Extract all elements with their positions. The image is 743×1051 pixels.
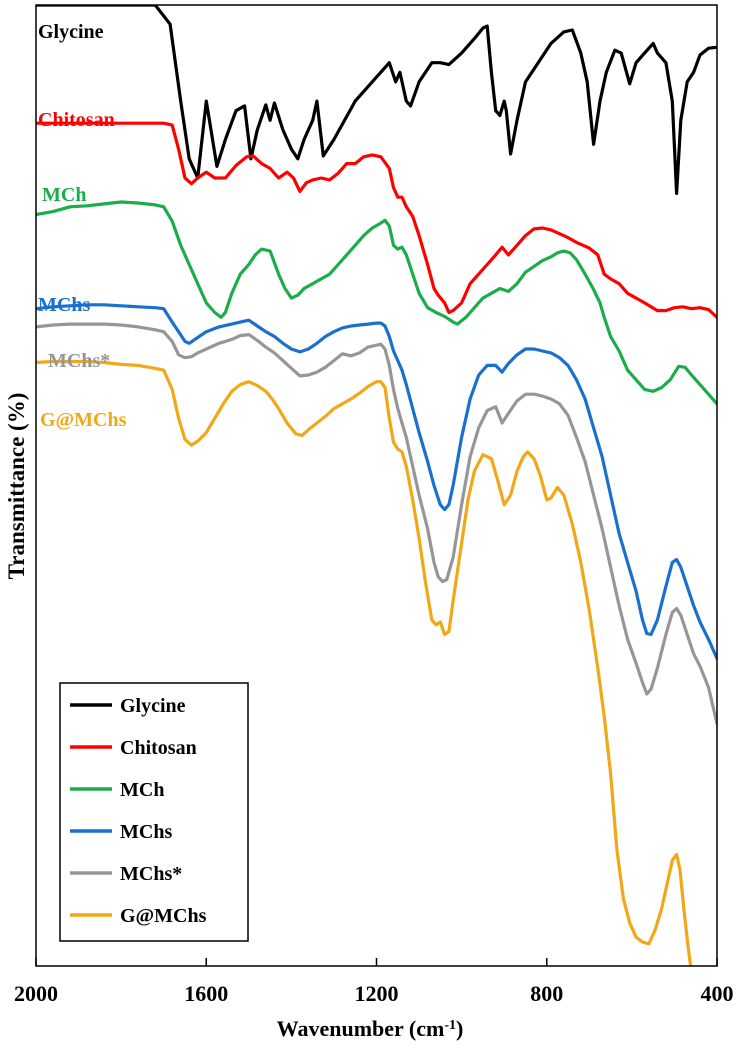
curve-label-chitosan: Chitosan — [38, 109, 115, 131]
x-tick-label-400: 400 — [701, 981, 734, 1006]
x-axis-label-superscript: -1 — [444, 1018, 456, 1033]
legend-item-mchs: MChs* — [70, 863, 182, 885]
legend-label: MChs — [120, 821, 172, 843]
series-line-glycine — [36, 5, 717, 195]
legend-item-mch: MCh — [70, 779, 164, 801]
x-tick-label-1600: 1600 — [184, 981, 228, 1006]
x-axis-label-main: Wavenumber (cm — [277, 1016, 445, 1041]
series-line-mchs — [36, 322, 717, 726]
series-line-mch — [36, 200, 717, 406]
legend-label: MCh — [120, 779, 164, 801]
legend-items: Glycine Chitosan MCh MChs MChs* G@MChs — [70, 695, 207, 927]
series-line-mchs — [36, 303, 717, 661]
legend: Glycine Chitosan MCh MChs MChs* G@MChs — [59, 682, 249, 942]
legend-label: Chitosan — [120, 737, 197, 759]
series-layer — [36, 5, 717, 966]
legend-box — [59, 682, 249, 942]
x-axis: 2000 1600 1200 800 400 — [14, 958, 734, 1006]
curve-label-mchs: MChs — [38, 294, 90, 316]
legend-item-glycine: Glycine — [70, 695, 186, 717]
legend-label: G@MChs — [120, 905, 207, 927]
legend-item-mchs: MChs — [70, 821, 172, 843]
curve-label-glycine: Glycine — [38, 21, 104, 43]
x-axis-label-close: ) — [456, 1016, 463, 1041]
y-axis-label: Transmittance (%) — [4, 393, 29, 580]
x-tick-label-800: 800 — [530, 981, 563, 1006]
curve-label-g-mchs: G@MChs — [40, 409, 127, 431]
curve-label-layer: Glycine Chitosan MCh MChs MChs* G@MChs — [38, 21, 127, 431]
x-axis-label: Wavenumber (cm-1) — [277, 1016, 464, 1041]
x-tick-label-1200: 1200 — [355, 981, 399, 1006]
legend-item-g-mchs: G@MChs — [70, 905, 207, 927]
legend-label: Glycine — [120, 695, 186, 717]
legend-item-chitosan: Chitosan — [70, 737, 197, 759]
curve-label-mchs: MChs* — [48, 350, 110, 372]
series-line-g-mchs — [36, 359, 693, 966]
curve-label-mch: MCh — [42, 184, 86, 206]
legend-label: MChs* — [120, 863, 182, 885]
series-line-chitosan — [36, 121, 717, 319]
x-tick-label-2000: 2000 — [14, 981, 58, 1006]
